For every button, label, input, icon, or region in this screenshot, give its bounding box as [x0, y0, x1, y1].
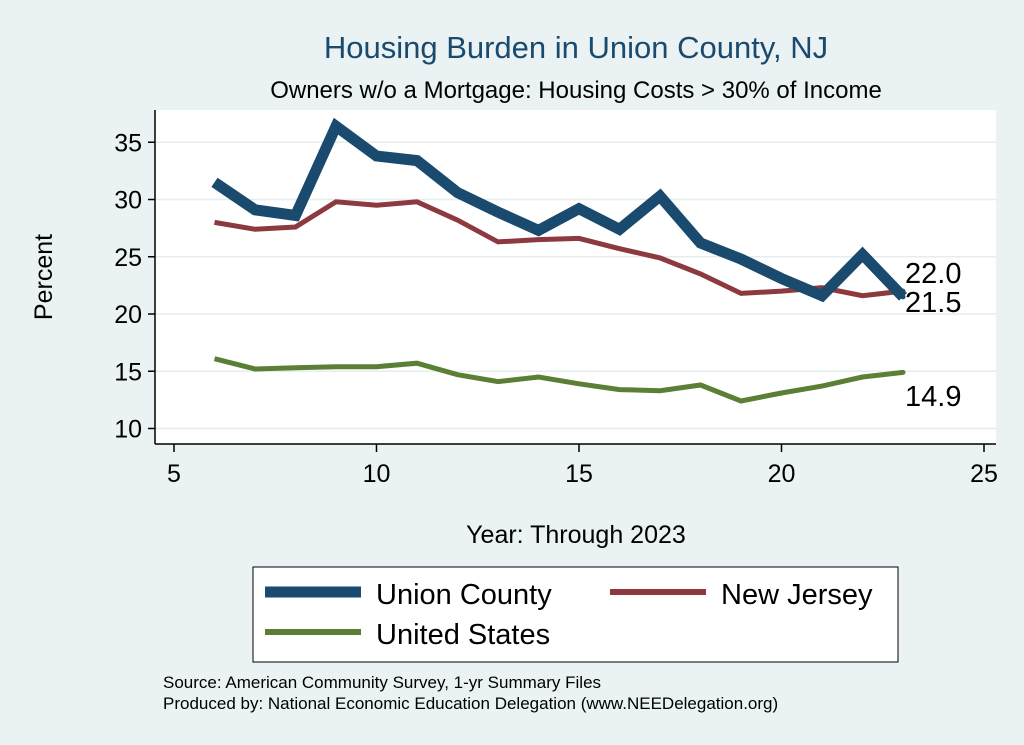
x-tick-label-15: 15: [565, 460, 593, 488]
legend-label-union-county: Union County: [376, 579, 552, 611]
source-note: Source: American Community Survey, 1-yr …: [163, 673, 601, 692]
chart-subtitle: Owners w/o a Mortgage: Housing Costs > 3…: [270, 77, 882, 104]
gridlines: [155, 141, 996, 430]
y-tick-label-10: 10: [114, 416, 142, 444]
x-tick-label-20: 20: [768, 460, 796, 488]
end-labels: 21.522.0 14.9: [905, 258, 961, 413]
y-axis-ticks: 10 15 20 25 30 35: [114, 129, 155, 444]
y-tick-label-30: 30: [114, 187, 142, 215]
x-axis-ticks: 5 10 15 20 25: [167, 444, 998, 488]
series-line-new-jersey: [214, 199, 904, 299]
x-tick-label-5: 5: [167, 460, 181, 488]
series-line-united-states: [213, 356, 904, 404]
y-tick-label-25: 25: [114, 244, 142, 272]
y-tick-label-15: 15: [114, 358, 142, 386]
legend-label-united-states: United States: [376, 619, 550, 651]
producer-note: Produced by: National Economic Education…: [163, 694, 778, 713]
end-label-united-states: 14.9: [905, 381, 961, 413]
legend-label-new-jersey: New Jersey: [721, 579, 873, 611]
legend-box: [252, 566, 899, 663]
plot-area: [155, 110, 996, 444]
series-endpoint-union-county: [900, 294, 906, 300]
end-label-union-county: 21.5: [905, 287, 961, 319]
series-endpoint-united-states: [900, 369, 906, 375]
x-tick-label-25: 25: [970, 460, 998, 488]
chart-title: Housing Burden in Union County, NJ: [324, 30, 828, 65]
y-tick-label-35: 35: [114, 129, 142, 157]
x-tick-label-10: 10: [363, 460, 391, 488]
series-lines: [211, 117, 907, 404]
y-tick-label-20: 20: [114, 301, 142, 329]
series-line-union-county: [211, 117, 907, 303]
x-axis-label: Year: Through 2023: [466, 521, 686, 549]
y-axis-label: Percent: [30, 234, 58, 320]
end-label-new-jersey: 22.0: [905, 258, 961, 290]
